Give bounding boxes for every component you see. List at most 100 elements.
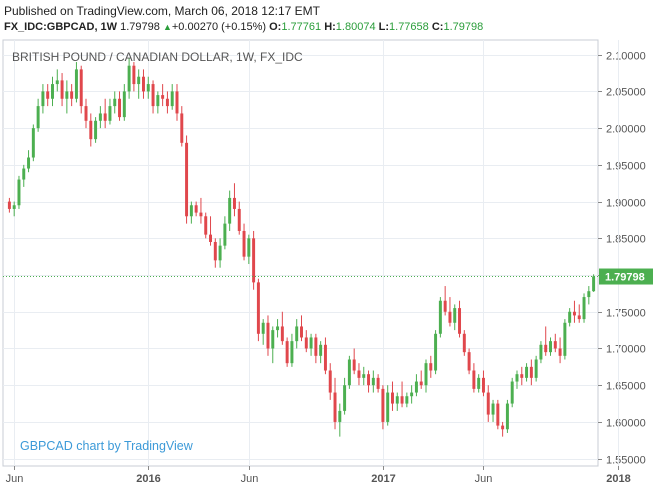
candle-body: [141, 76, 145, 92]
candle-body: [189, 205, 193, 217]
candle-body: [290, 341, 294, 364]
candle-body: [414, 381, 418, 393]
candle-body: [156, 95, 160, 107]
candle-body: [558, 348, 562, 356]
candle-body: [285, 341, 289, 364]
candle-body: [228, 197, 232, 224]
candle-body: [390, 392, 394, 404]
plot-frame: [2, 39, 599, 467]
last-price-tag: [599, 268, 653, 285]
low-label: L:: [378, 21, 390, 33]
candle-body: [333, 392, 337, 422]
high-value: 1.80074: [335, 21, 376, 33]
x-tick-label: 2018: [606, 473, 630, 485]
candle-body: [271, 330, 275, 349]
y-tick-label: 2.10000: [606, 51, 646, 63]
candle-body: [520, 374, 524, 378]
candle-body: [194, 205, 198, 213]
x-tick-label: 2017: [371, 473, 395, 485]
candle-body: [505, 403, 509, 430]
candle-body: [314, 337, 318, 356]
candle-body: [357, 370, 361, 378]
candle-body: [376, 377, 380, 389]
candle-body: [31, 128, 35, 158]
candle-body: [405, 396, 409, 404]
close-value: 1.79798: [443, 21, 484, 33]
candle-body: [137, 76, 141, 85]
published-line: Published on TradingView.com, March 06, …: [4, 4, 320, 18]
candle-body: [132, 65, 136, 85]
low-value: 1.77658: [389, 21, 429, 33]
y-tick-label: 1.65000: [606, 381, 646, 393]
candle-body: [352, 359, 356, 371]
candle-body: [438, 300, 442, 334]
candle-body: [74, 69, 78, 99]
y-tick-label: 2.05000: [606, 87, 646, 99]
up-arrow-icon: ▲: [162, 22, 172, 32]
candle-body: [515, 374, 519, 382]
candle-body: [577, 315, 581, 320]
candle-body: [572, 311, 576, 316]
candle-body: [17, 179, 21, 206]
candle-body: [371, 377, 375, 386]
symbol-label: FX_IDC:GBPCAD, 1W: [4, 21, 118, 33]
candle-body: [247, 238, 251, 257]
candle-body: [544, 344, 548, 353]
high-label: H:: [324, 21, 336, 33]
candle-body: [510, 381, 514, 404]
candle-body: [534, 359, 538, 378]
candle-body: [232, 197, 236, 209]
candle-body: [60, 80, 64, 99]
candle-body: [448, 311, 452, 323]
y-tick-label: 1.90000: [606, 198, 646, 210]
candle-body: [304, 337, 308, 349]
watermark-text: GBPCAD chart by TradingView: [20, 439, 194, 453]
candle-body: [151, 84, 155, 107]
candle-body: [424, 363, 428, 386]
candle-body: [108, 106, 112, 121]
candle-body: [472, 370, 476, 389]
candle-body: [127, 65, 131, 92]
candle-body: [98, 113, 102, 121]
candle-body: [319, 344, 323, 356]
candle-body: [122, 91, 126, 118]
candle-body: [266, 322, 270, 349]
candle-body: [170, 91, 174, 107]
candle-body: [491, 403, 495, 415]
candle-body: [496, 403, 500, 426]
x-tick-label: Jun: [475, 473, 493, 485]
candle-body: [165, 98, 169, 107]
candle-body: [261, 322, 265, 334]
y-tick-label: 1.95000: [606, 161, 646, 173]
candle-body: [209, 234, 213, 242]
candle-body: [256, 282, 260, 334]
candle-body: [199, 212, 203, 217]
candle-body: [146, 84, 150, 92]
candle-body: [175, 91, 179, 114]
candle-body: [453, 308, 457, 323]
close-label: C:: [431, 21, 444, 33]
candle-body: [582, 297, 586, 320]
candle-body: [252, 238, 256, 283]
candle-body: [300, 326, 303, 338]
candle-body: [118, 98, 122, 118]
candle-body: [477, 377, 481, 389]
candle-body: [443, 300, 447, 312]
x-tick-label: 2016: [136, 473, 160, 485]
x-tick-label: Jun: [6, 473, 24, 485]
candle-body: [434, 333, 438, 371]
candle-body: [501, 425, 505, 430]
candle-body: [70, 91, 74, 99]
candle-body: [223, 223, 227, 246]
candle-body: [362, 374, 366, 378]
y-tick-label: 2.00000: [606, 124, 646, 136]
candle-body: [204, 216, 208, 235]
candle-body: [410, 392, 414, 397]
candle-body: [12, 205, 16, 209]
candle-body: [103, 113, 107, 121]
candle-body: [180, 113, 184, 143]
candle-body: [367, 374, 371, 386]
candle-body: [400, 396, 404, 404]
candle-body: [395, 396, 399, 404]
